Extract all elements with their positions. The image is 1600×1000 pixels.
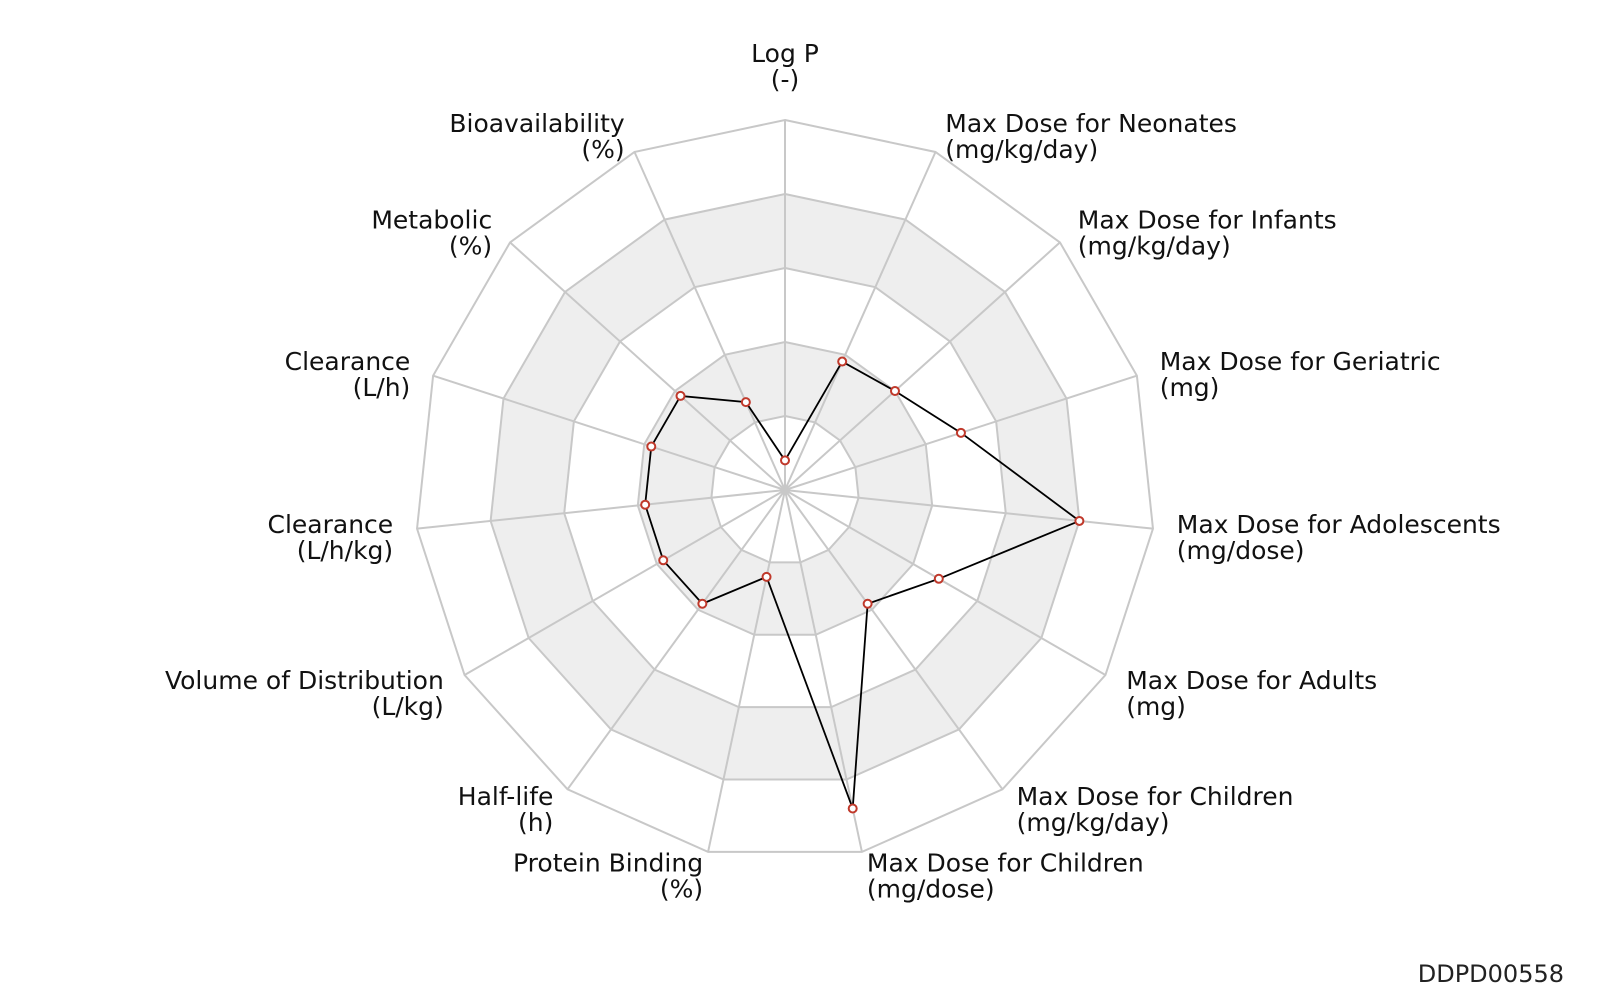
axis-spoke-2 (784, 241, 1061, 491)
data-point-2 (889, 385, 900, 396)
axis-label-9: Half-life (458, 782, 554, 811)
axis-label-5: Max Dose for Adults (1126, 666, 1377, 695)
data-point-14 (740, 397, 751, 408)
axis-label-12: Clearance (285, 347, 411, 376)
document-id: DDPD00558 (1417, 960, 1564, 988)
data-point-5 (933, 573, 944, 584)
axis-spoke-13 (509, 241, 786, 491)
axis-unit-1: (mg/kg/day) (945, 135, 1098, 164)
grid-ring-4 (489, 192, 1081, 781)
data-point-12 (646, 441, 657, 452)
axis-label-6: Max Dose for Children (1017, 782, 1294, 811)
axis-unit-9: (h) (518, 808, 553, 837)
axis-label-2: Max Dose for Infants (1078, 205, 1337, 234)
axis-unit-12: (L/h) (353, 373, 411, 402)
axis-spoke-10 (464, 489, 786, 676)
axis-spoke-14 (633, 151, 786, 491)
axis-spoke-11 (416, 489, 786, 530)
data-point-3 (955, 427, 966, 438)
data-point-0 (780, 455, 790, 466)
data-point-4 (1074, 515, 1085, 526)
data-point-11 (640, 499, 651, 510)
axis-spoke-7 (784, 489, 863, 853)
axis-label-7: Max Dose for Children (867, 848, 1144, 877)
axis-unit-0: (-) (771, 65, 800, 94)
axis-label-13: Metabolic (371, 205, 492, 234)
axis-spoke-12 (432, 374, 786, 491)
axis-label-0: Log P (751, 39, 819, 68)
axis-spoke-8 (707, 489, 786, 853)
grid-ring-2 (636, 340, 934, 636)
axis-unit-13: (%) (449, 231, 492, 260)
grid-ring-3 (563, 266, 1007, 709)
axis-label-14: Bioavailability (449, 109, 625, 138)
axis-unit-2: (mg/kg/day) (1078, 231, 1231, 260)
axis-unit-6: (mg/kg/day) (1017, 808, 1170, 837)
data-point-13 (675, 390, 686, 401)
axis-unit-8: (%) (660, 874, 703, 903)
axis-label-10: Volume of Distribution (165, 666, 444, 695)
axis-unit-3: (mg) (1160, 373, 1220, 402)
axis-unit-7: (mg/dose) (867, 874, 995, 903)
axis-label-8: Protein Binding (513, 848, 703, 877)
axis-unit-14: (%) (581, 135, 624, 164)
grid-ring-1 (710, 414, 860, 564)
data-series-line (644, 360, 1082, 809)
axis-spoke-1 (784, 151, 937, 491)
grid-ring-5 (416, 118, 1154, 853)
axis-unit-4: (mg/dose) (1177, 536, 1305, 565)
axis-spoke-4 (784, 489, 1154, 530)
axis-spoke-5 (784, 489, 1106, 676)
axis-unit-10: (L/kg) (372, 692, 444, 721)
axis-label-3: Max Dose for Geriatric (1160, 347, 1441, 376)
data-point-1 (837, 356, 848, 367)
axis-spoke-6 (784, 489, 1004, 790)
data-point-9 (697, 598, 708, 609)
data-point-6 (862, 598, 873, 609)
data-point-8 (761, 571, 772, 582)
axis-label-11: Clearance (268, 510, 394, 539)
axis-label-1: Max Dose for Neonates (945, 109, 1237, 138)
axis-unit-11: (L/h/kg) (297, 536, 393, 565)
axis-unit-5: (mg) (1126, 692, 1186, 721)
axis-spoke-9 (566, 489, 786, 790)
data-point-7 (847, 803, 858, 814)
axis-label-4: Max Dose for Adolescents (1177, 510, 1501, 539)
data-point-10 (658, 555, 669, 566)
